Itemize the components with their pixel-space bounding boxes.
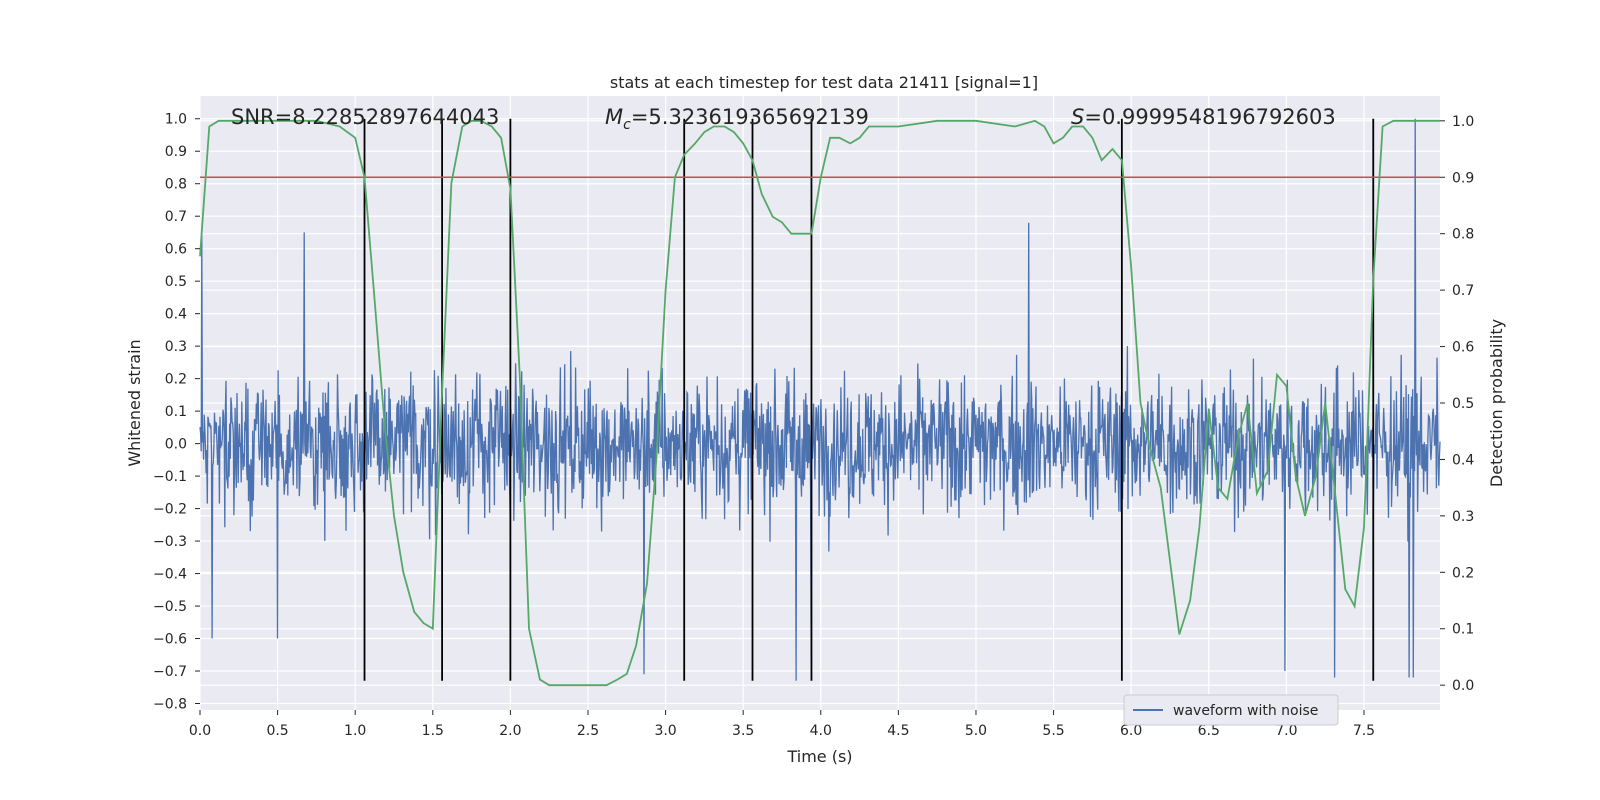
x-tick-label-7: 3.5 [732, 723, 754, 739]
s-value: =0.9999548196792603 [1084, 105, 1335, 129]
mc-symbol: M [605, 105, 623, 129]
x-tick-label-10: 5.0 [965, 723, 987, 739]
y-tick-label-9: 0.1 [165, 404, 187, 420]
y-right-tick-label-1: 0.9 [1452, 170, 1474, 186]
y-right-tick-label-4: 0.6 [1452, 340, 1474, 356]
y-tick-label-12: −0.2 [153, 502, 187, 518]
y-right-tick-label-10: 0.0 [1452, 678, 1474, 694]
mc-value: =5.323619365692139 [631, 105, 869, 129]
y-tick-label-7: 0.3 [165, 339, 187, 355]
legend: waveform with noise [1123, 694, 1339, 726]
y-right-tick-label-3: 0.7 [1452, 283, 1474, 299]
y-right-axis-label: Detection probability [1487, 319, 1506, 487]
y-tick-label-4: 0.6 [165, 242, 187, 258]
y-tick-label-8: 0.2 [165, 372, 187, 388]
y-tick-label-14: −0.4 [153, 567, 187, 583]
x-tick-label-6: 3.0 [654, 723, 676, 739]
x-tick-label-14: 7.0 [1275, 723, 1297, 739]
legend-box [1123, 694, 1339, 726]
x-tick-label-8: 4.0 [810, 723, 832, 739]
y-tick-label-0: 1.0 [165, 112, 187, 128]
y-tick-label-11: −0.1 [153, 469, 187, 485]
y-tick-label-18: −0.8 [153, 697, 187, 713]
y-tick-label-5: 0.5 [165, 274, 187, 290]
y-tick-label-17: −0.7 [153, 664, 187, 680]
y-right-tick-label-2: 0.8 [1452, 227, 1474, 243]
y-tick-label-3: 0.7 [165, 209, 187, 225]
x-tick-label-15: 7.5 [1353, 723, 1375, 739]
x-tick-label-4: 2.0 [499, 723, 521, 739]
x-tick-label-2: 1.0 [344, 723, 366, 739]
y-tick-label-1: 0.9 [165, 144, 187, 160]
legend-label: waveform with noise [1173, 703, 1318, 719]
x-tick-label-9: 4.5 [887, 723, 909, 739]
probability-layer [199, 119, 1440, 687]
chart-title: stats at each timestep for test data 214… [610, 73, 1038, 92]
x-tick-label-5: 2.5 [577, 723, 599, 739]
x-tick-labels: 0.0 0.5 1.0 1.5 2.0 2.5 3.0 3.5 4.0 4.5 5.0 5.5 6.0 6… [189, 710, 1375, 739]
y-axis-label: Whitened strain [125, 339, 144, 466]
x-tick-label-12: 6.0 [1120, 723, 1142, 739]
waveform-series-line [199, 118, 1441, 681]
mc-annotation: Mc=5.323619365692139 [605, 105, 869, 133]
y-right-tick-label-6: 0.4 [1452, 452, 1474, 468]
detection-probability-line [199, 119, 1440, 687]
x-tick-label-13: 6.5 [1198, 723, 1220, 739]
s-annotation: S=0.9999548196792603 [1071, 105, 1336, 129]
waveform-layer [199, 118, 1441, 681]
y-tick-label-15: −0.5 [153, 599, 187, 615]
s-symbol: S [1071, 105, 1084, 129]
x-tick-label-1: 0.5 [266, 723, 288, 739]
x-axis-label: Time (s) [786, 747, 852, 766]
y-right-tick-label-8: 0.2 [1452, 565, 1474, 581]
y-right-tick-label-9: 0.1 [1452, 622, 1474, 638]
y-right-tick-label-7: 0.3 [1452, 509, 1474, 525]
x-tick-label-3: 1.5 [422, 723, 444, 739]
y-tick-label-10: 0.0 [165, 437, 187, 453]
y-tick-label-13: −0.3 [153, 534, 187, 550]
x-tick-label-11: 5.5 [1042, 723, 1064, 739]
y-tick-label-2: 0.8 [165, 177, 187, 193]
y-right-tick-label-0: 1.0 [1452, 114, 1474, 130]
y-right-tick-labels: 1.0 0.9 0.8 0.7 0.6 0.5 0.4 0.3 0.2 0.1 0.0 [1440, 114, 1474, 694]
y-tick-labels: 1.0 0.9 0.8 0.7 0.6 0.5 0.4 0.3 0.2 0.1 0.0 −0.1 −0.… [153, 112, 200, 713]
mc-subscript: c [623, 117, 631, 133]
vertical-lines-layer [363, 118, 1375, 681]
y-right-tick-label-5: 0.5 [1452, 396, 1474, 412]
x-tick-label-0: 0.0 [189, 723, 211, 739]
y-tick-label-16: −0.6 [153, 632, 187, 648]
y-tick-label-6: 0.4 [165, 307, 187, 323]
snr-annotation: SNR=8.22852897644043 [231, 105, 499, 129]
